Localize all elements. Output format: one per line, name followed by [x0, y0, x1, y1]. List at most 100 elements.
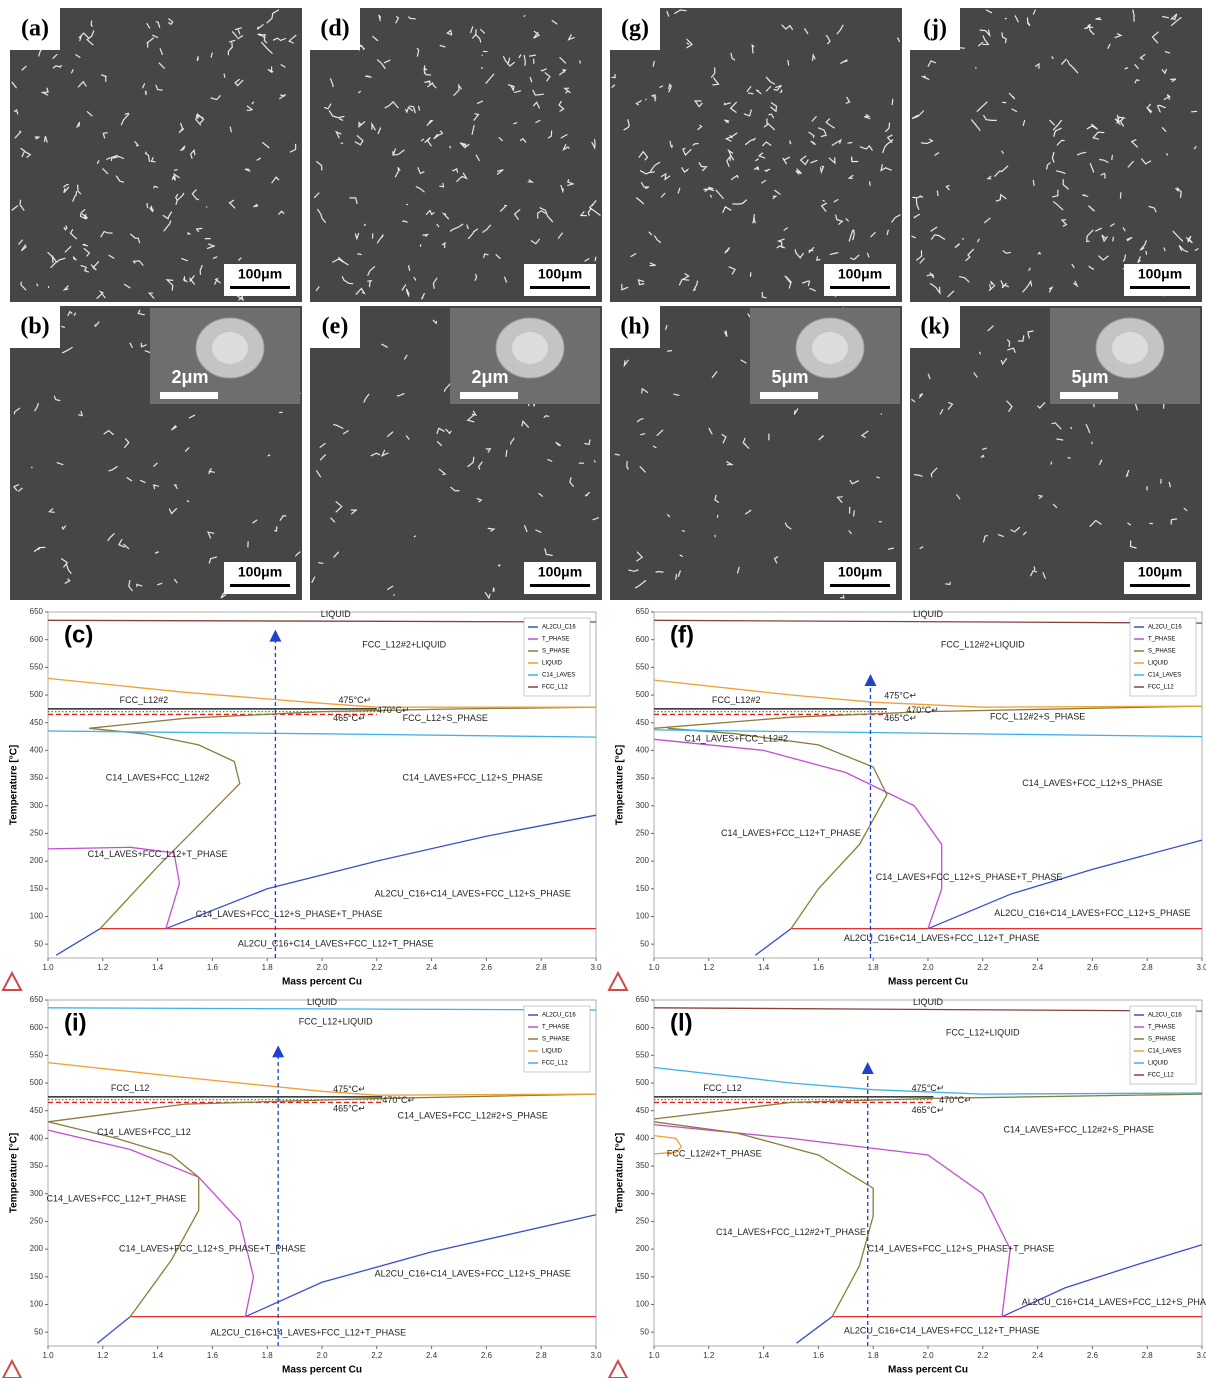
y-tick-label: 200 — [636, 1244, 650, 1253]
y-tick-label: 150 — [636, 884, 650, 893]
legend-label: LIQUID — [1148, 661, 1169, 667]
phase-boundary — [96, 1214, 597, 1344]
y-axis-title: Temperature [°C] — [9, 1133, 20, 1214]
x-tick-label: 2.2 — [371, 963, 383, 972]
region-label: FCC_L12 — [703, 1083, 742, 1093]
y-tick-label: 400 — [636, 1134, 650, 1143]
region-label: 465°C↵ — [333, 713, 366, 723]
inset-particle-core — [212, 332, 248, 364]
y-tick-label: 150 — [30, 884, 44, 893]
region-label: C14_LAVES+FCC_L12#2 — [106, 772, 210, 782]
region-label: LIQUID — [913, 609, 944, 619]
region-label: C14_LAVES+FCC_L12 — [97, 1127, 191, 1137]
scale-bar-label: 100μm — [238, 564, 282, 580]
y-tick-label: 450 — [636, 718, 650, 727]
region-label: 475°C↵ — [884, 691, 917, 701]
sem-panel: (b) 100μm 2μm — [10, 306, 302, 600]
scale-bar-label: 100μm — [1138, 564, 1182, 580]
y-tick-label: 400 — [30, 746, 44, 755]
phase-boundary — [47, 1129, 255, 1317]
x-tick-label: 1.8 — [262, 963, 274, 972]
region-label: FCC_L12#2 — [120, 695, 169, 705]
x-tick-label: 1.0 — [648, 963, 660, 972]
x-tick-label: 2.0 — [922, 1351, 934, 1360]
y-tick-label: 250 — [636, 829, 650, 838]
legend-label: AL2CU_C16 — [542, 625, 576, 631]
y-tick-label: 650 — [636, 995, 650, 1004]
y-tick-label: 250 — [30, 829, 44, 838]
phase-boundary — [653, 729, 1203, 738]
region-label: 470°C↵ — [906, 705, 939, 715]
y-tick-label: 500 — [636, 690, 650, 699]
y-tick-label: 600 — [30, 1023, 44, 1032]
y-tick-label: 350 — [636, 1161, 650, 1170]
x-tick-label: 2.2 — [977, 1351, 989, 1360]
inset-scale-label: 2μm — [471, 367, 508, 387]
inset-scale-label: 2μm — [171, 367, 208, 387]
scale-bar — [530, 286, 590, 289]
x-axis-title: Mass percent Cu — [888, 1365, 968, 1376]
panel-label: (d) — [320, 16, 349, 42]
x-tick-label: 1.8 — [262, 1351, 274, 1360]
y-tick-label: 500 — [30, 690, 44, 699]
x-tick-label: 1.6 — [813, 1351, 825, 1360]
logo — [607, 1358, 629, 1378]
scale-bar-label: 100μm — [538, 266, 582, 282]
legend-label: FCC_L12 — [1148, 685, 1174, 691]
x-tick-label: 2.6 — [481, 1351, 493, 1360]
arrow-head — [861, 1061, 874, 1074]
legend-label: AL2CU_C16 — [542, 1013, 576, 1019]
phase-boundary — [653, 705, 1203, 930]
region-label: LIQUID — [321, 609, 352, 619]
x-tick-label: 1.2 — [703, 1351, 715, 1360]
precipitates — [313, 13, 601, 300]
y-tick-label: 600 — [636, 1023, 650, 1032]
scale-bar-label: 100μm — [838, 564, 882, 580]
region-label: AL2CU_C16+C14_LAVES+FCC_L12+S_PHASE — [375, 889, 571, 899]
x-tick-label: 2.6 — [481, 963, 493, 972]
y-tick-label: 300 — [30, 801, 44, 810]
y-tick-label: 500 — [30, 1078, 44, 1087]
region-label: FCC_L12+LIQUID — [299, 1017, 373, 1027]
region-label: C14_LAVES+FCC_L12#2+S_PHASE — [397, 1111, 547, 1121]
scale-box — [1124, 264, 1196, 296]
inset-scale-label: 5μm — [771, 367, 808, 387]
y-tick-label: 350 — [30, 1161, 44, 1170]
phase-boundary — [653, 679, 1203, 708]
legend-label: AL2CU_C16 — [1148, 1013, 1182, 1019]
y-tick-label: 100 — [636, 912, 650, 921]
legend-label: T_PHASE — [1148, 1025, 1175, 1031]
x-tick-label: 2.8 — [1142, 1351, 1154, 1360]
arrow-head — [864, 673, 877, 686]
legend-label: FCC_L12 — [542, 685, 568, 691]
y-tick-label: 250 — [636, 1217, 650, 1226]
scale-bar — [830, 286, 890, 289]
y-tick-label: 450 — [30, 1106, 44, 1115]
phase-boundary — [47, 846, 181, 929]
inset-scale-bar — [460, 392, 518, 399]
region-label: FCC_L12 — [111, 1083, 150, 1093]
legend-label: C14_LAVES — [1148, 1049, 1181, 1055]
panel-label: (f) — [670, 621, 694, 648]
plot-area — [653, 611, 1203, 959]
phase-boundary — [653, 1007, 1203, 1012]
logo — [607, 970, 629, 991]
y-tick-label: 150 — [636, 1272, 650, 1281]
x-tick-label: 1.2 — [703, 963, 715, 972]
scale-bar-label: 100μm — [838, 266, 882, 282]
y-tick-label: 50 — [34, 939, 43, 948]
region-label: FCC_L12+S_PHASE — [403, 713, 488, 723]
region-label: FCC_L12#2+S_PHASE — [990, 712, 1085, 722]
label-box — [610, 8, 660, 50]
label-box — [310, 306, 360, 348]
x-tick-label: 2.4 — [426, 963, 438, 972]
legend-label: T_PHASE — [1148, 637, 1175, 643]
region-label: C14_LAVES+FCC_L12#2+S_PHASE — [1003, 1124, 1153, 1134]
scale-box — [224, 264, 296, 296]
region-label: LIQUID — [307, 997, 338, 1007]
region-label: AL2CU_C16+C14_LAVES+FCC_L12+T_PHASE — [844, 933, 1040, 943]
region-label: 475°C↵ — [333, 1084, 366, 1094]
x-tick-label: 3.0 — [1196, 1351, 1206, 1360]
sem-panel: (d) 100μm — [310, 8, 602, 302]
y-tick-label: 600 — [636, 635, 650, 644]
